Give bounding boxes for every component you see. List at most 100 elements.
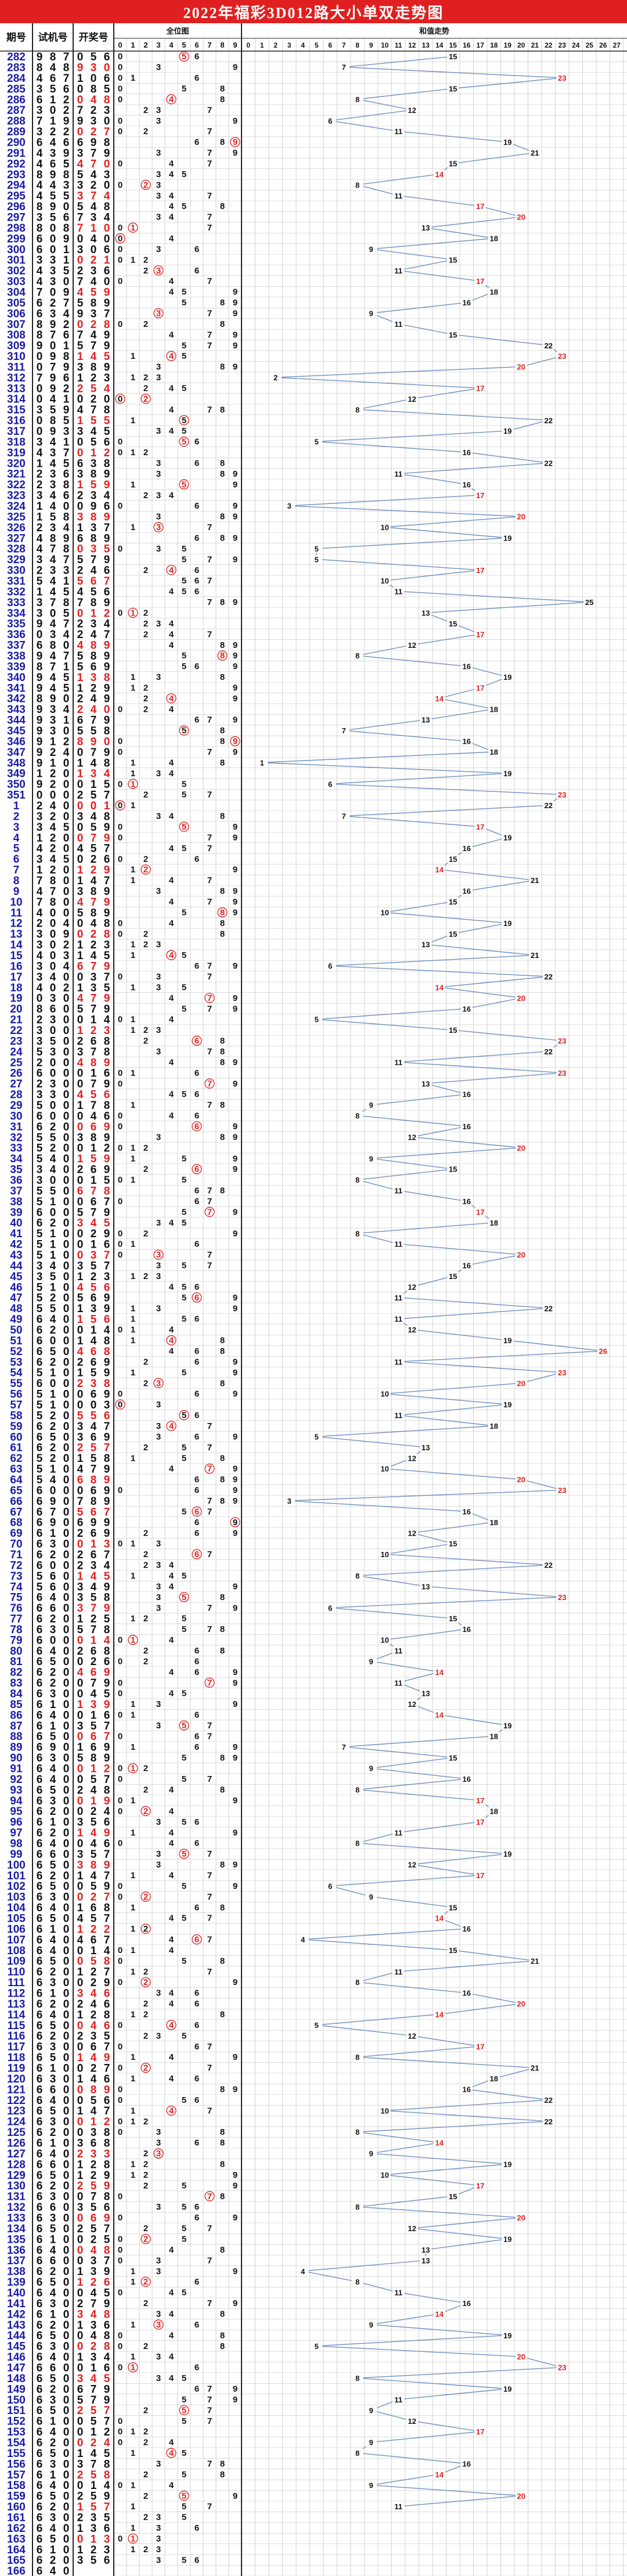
- trial-digit: 5: [50, 404, 56, 416]
- trial-digit: 0: [63, 1581, 70, 1593]
- period-cell: 133: [7, 2213, 26, 2225]
- trial-digit: 5: [63, 682, 70, 694]
- position-mark: 9: [233, 1881, 237, 1891]
- position-mark-circle: [179, 1592, 189, 1602]
- position-mark: 7: [207, 2384, 212, 2394]
- sum-point: 10: [381, 908, 389, 917]
- draw-digit: 6: [91, 1742, 97, 1754]
- draw-digit: 0: [77, 2213, 84, 2225]
- position-mark: 6: [194, 1197, 199, 1206]
- draw-digit: 3: [104, 939, 110, 952]
- draw-digit: 1: [91, 1143, 97, 1155]
- position-mark: 4: [169, 2373, 174, 2383]
- draw-digit: 3: [91, 768, 97, 780]
- trial-digit: 0: [50, 950, 56, 962]
- position-mark: 8: [220, 672, 225, 682]
- sum-point: 17: [476, 1796, 484, 1805]
- position-mark: 8: [220, 1903, 225, 1912]
- draw-digit: 8: [104, 725, 110, 737]
- position-mark: 9: [233, 747, 237, 757]
- position-mark: 1: [131, 373, 135, 383]
- sum-point: 13: [421, 2256, 430, 2265]
- period-cell: 128: [7, 2159, 26, 2171]
- position-mark: 7: [207, 844, 212, 853]
- position-mark: 1: [131, 1571, 135, 1581]
- position-mark: 8: [220, 2330, 225, 2340]
- period-cell: 89: [10, 1742, 22, 1754]
- position-mark: 1: [131, 448, 135, 457]
- table-row: 136 6 4 0 0 4 8 0 4 8: [7, 2244, 225, 2257]
- draw-digit: 2: [91, 254, 97, 266]
- trial-digit: 4: [50, 1763, 56, 1775]
- draw-digit: 8: [104, 2191, 110, 2203]
- trial-digit: 0: [37, 351, 43, 363]
- position-mark-circle: [230, 136, 240, 147]
- sum-point: 15: [449, 84, 457, 93]
- draw-digit: 0: [104, 62, 110, 74]
- position-mark: 6: [194, 1999, 199, 2009]
- sum-point-bg: [392, 1058, 405, 1067]
- trial-digit: 9: [37, 672, 43, 684]
- table-row: 48 5 5 0 1 3 9 1 3 9: [10, 1303, 237, 1315]
- sum-point: 6: [328, 1604, 332, 1612]
- sum-point-bg: [379, 577, 391, 585]
- draw-digit: 1: [77, 2276, 84, 2289]
- trial-digit: 1: [50, 757, 56, 769]
- sum-point-bg: [474, 823, 487, 831]
- sum-point-bg: [420, 1689, 432, 1698]
- table-row: 283 8 4 8 9 3 0 930: [7, 62, 237, 74]
- sum-tick-label: 15: [449, 41, 457, 49]
- trial-digit: 1: [50, 1988, 56, 2000]
- draw-digit: 5: [77, 650, 84, 662]
- period-cell: 27: [10, 1078, 22, 1090]
- draw-digit: 7: [91, 747, 97, 759]
- position-mark: 0: [118, 1945, 122, 1955]
- position-mark: 9: [233, 1293, 237, 1303]
- draw-digit: 2: [91, 682, 97, 694]
- position-mark: 0: [118, 180, 122, 190]
- draw-digit: 0: [104, 222, 110, 235]
- draw-digit: 5: [91, 383, 97, 395]
- trial-digit: 6: [37, 2523, 43, 2535]
- table-row: 292 4 6 5 4 7 0 4 70: [7, 158, 212, 170]
- position-mark: 6: [194, 2555, 199, 2565]
- sum-point-bg: [433, 1667, 445, 1676]
- draw-digit: 2: [91, 1977, 97, 1989]
- table-row: 51 6 0 0 1 4 8 1 4 8: [10, 1335, 225, 1347]
- trial-digit: 2: [50, 1442, 56, 1454]
- draw-digit: 0: [77, 822, 84, 834]
- draw-digit: 0: [77, 2244, 84, 2257]
- sum-point: 12: [408, 395, 416, 403]
- draw-digit: 3: [77, 1046, 84, 1058]
- position-mark: 0: [118, 2213, 122, 2223]
- draw-digit: 6: [104, 1239, 110, 1251]
- trial-digit: 3: [37, 822, 43, 834]
- trial-digit: 5: [50, 190, 56, 203]
- draw-digit: 0: [77, 1656, 84, 1668]
- draw-digit: 1: [77, 1367, 84, 1379]
- sum-point-bg: [324, 1882, 336, 1890]
- draw-digit: 6: [91, 1667, 97, 1679]
- trial-digit: 0: [63, 1003, 70, 1015]
- draw-digit: 1: [77, 1335, 84, 1347]
- table-row: 41 5 1 0 0 2 9 0 2 9: [10, 1228, 237, 1240]
- table-row: 320 1 4 5 6 3 8 63 8: [7, 457, 225, 470]
- sum-point-bg: [392, 1357, 405, 1366]
- draw-digit: 6: [104, 500, 110, 513]
- position-mark-circle: [166, 565, 176, 575]
- draw-digit: 8: [104, 94, 110, 106]
- trial-digit: 0: [63, 276, 70, 288]
- trial-digit: 6: [37, 2308, 43, 2321]
- draw-digit: 0: [77, 1014, 84, 1026]
- position-mark: 0: [118, 929, 122, 939]
- trial-digit: 6: [37, 1110, 43, 1122]
- trial-digit: 3: [50, 276, 56, 288]
- sum-point-bg: [365, 244, 377, 253]
- trial-digit: 6: [37, 2501, 43, 2513]
- sum-point-bg: [379, 2170, 391, 2179]
- position-mark: 9: [233, 1154, 237, 1163]
- position-mark: 6: [194, 565, 199, 575]
- trial-digit: 6: [37, 1870, 43, 1882]
- position-mark: 6: [194, 2020, 199, 2030]
- position-mark: 9: [233, 897, 237, 907]
